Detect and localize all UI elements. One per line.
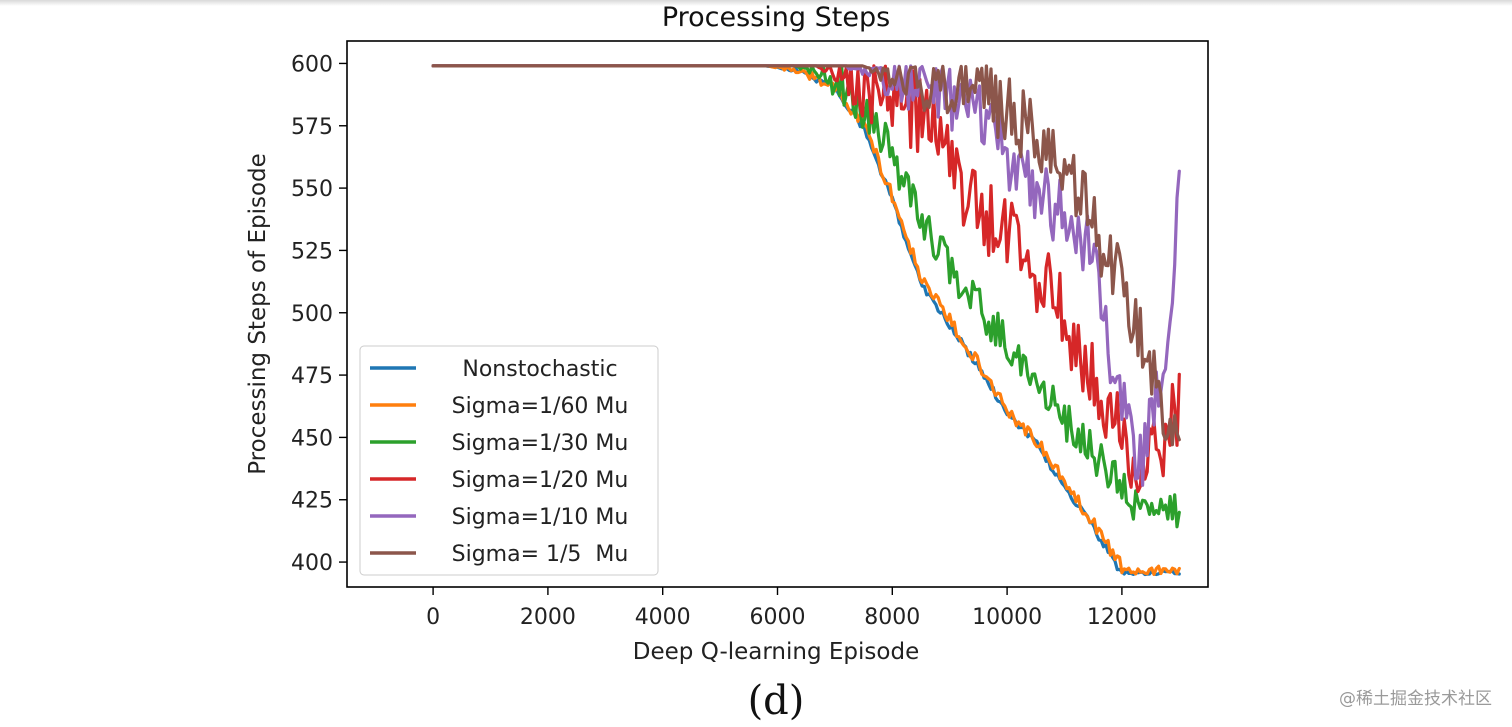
x-tick-label: 2000	[520, 605, 576, 630]
y-ticks: 400 425 450 475 500 525 550 575 600	[291, 52, 347, 576]
figure-caption: (d)	[747, 678, 805, 724]
y-tick-label: 525	[291, 239, 333, 264]
legend-label: Sigma= 1/5 Mu	[452, 542, 629, 567]
x-ticks: 0 2000 4000 6000 8000 10000 12000	[426, 587, 1157, 630]
legend-label: Nonstochastic	[462, 357, 617, 382]
x-tick-label: 4000	[635, 605, 691, 630]
legend-label: Sigma=1/10 Mu	[452, 505, 629, 530]
y-axis-label: Processing Steps of Episode	[245, 153, 271, 475]
legend-box	[359, 345, 659, 576]
chart-title: Processing Steps	[662, 2, 890, 33]
y-tick-label: 450	[291, 426, 333, 451]
series-layer	[431, 64, 1181, 577]
legend-label: Sigma=1/60 Mu	[452, 394, 629, 419]
x-axis-label: Deep Q-learning Episode	[633, 639, 919, 665]
y-tick-label: 600	[291, 52, 333, 77]
x-tick-label: 0	[426, 605, 440, 630]
y-tick-label: 575	[291, 115, 333, 140]
y-tick-label: 400	[291, 551, 333, 576]
legend: Nonstochastic Sigma=1/60 Mu Sigma=1/30 Mu S…	[359, 345, 659, 576]
watermark: @稀土掘金技术社区	[1339, 689, 1492, 709]
x-tick-label: 10000	[972, 605, 1042, 630]
y-tick-label: 475	[291, 364, 333, 389]
legend-label: Sigma=1/30 Mu	[452, 431, 629, 456]
series-line-5	[431, 64, 1181, 447]
y-tick-label: 550	[291, 177, 333, 202]
x-tick-label: 6000	[750, 605, 806, 630]
legend-label: Sigma=1/20 Mu	[452, 468, 629, 493]
x-tick-label: 8000	[864, 605, 920, 630]
legend-items: Nonstochastic Sigma=1/60 Mu Sigma=1/30 Mu S…	[370, 357, 628, 567]
y-tick-label: 500	[291, 302, 333, 327]
top-border	[0, 0, 1512, 6]
y-tick-label: 425	[291, 489, 333, 514]
x-tick-label: 12000	[1087, 605, 1157, 630]
